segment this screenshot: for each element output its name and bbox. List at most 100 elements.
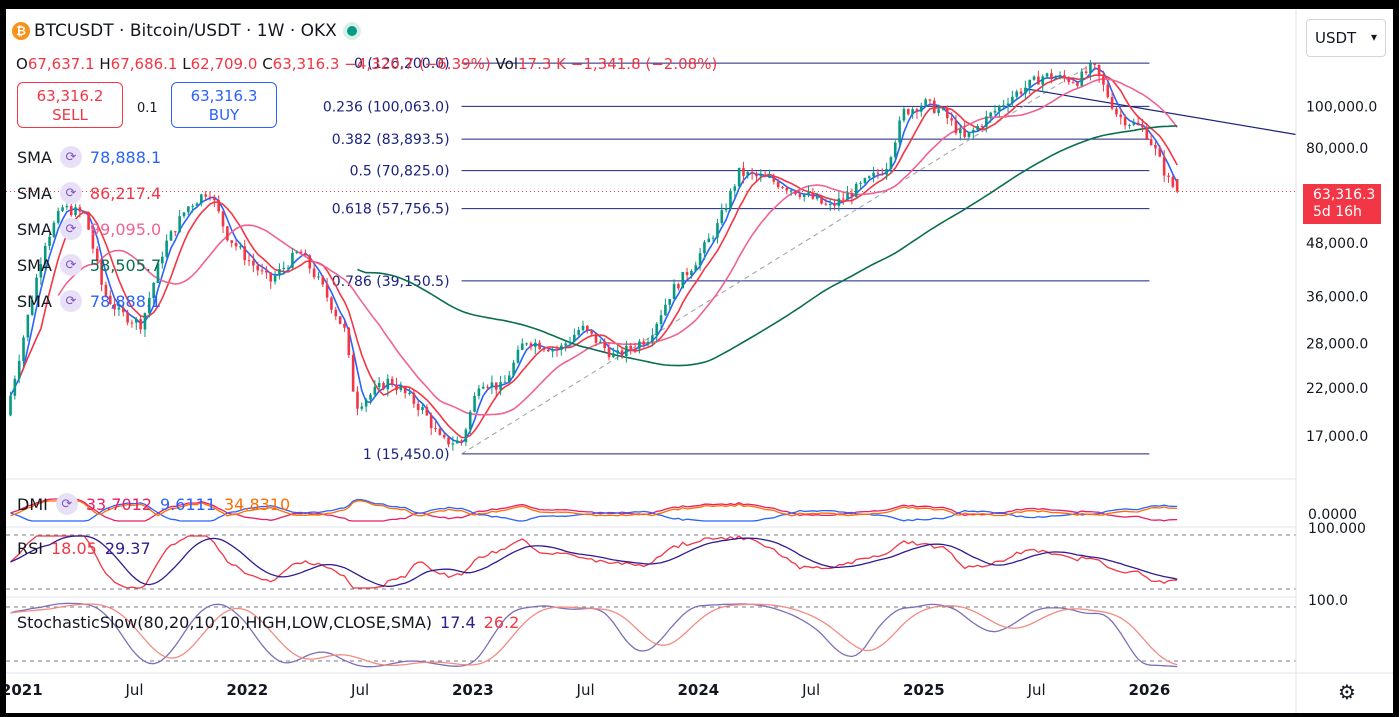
candle-body <box>152 282 155 299</box>
candle-body <box>399 386 403 391</box>
candle-body <box>594 333 598 343</box>
candle-body <box>182 212 186 217</box>
candle-body <box>208 196 212 198</box>
candle-body <box>859 182 862 184</box>
stoch-legend[interactable]: StochasticSlow(80,20,10,10,HIGH,LOW,CLOS… <box>17 613 520 632</box>
x-tick-label: Jul <box>124 681 143 699</box>
current-price-tag: 63,316.3 5d 16h <box>1303 184 1381 224</box>
candle-body <box>403 386 407 394</box>
candle-body <box>902 109 906 121</box>
sma-legend-3[interactable]: SMA ⟳ 99,095.0 <box>17 218 162 240</box>
indicator-settings-icon[interactable]: ⟳ <box>59 146 82 168</box>
candle-body <box>139 319 142 330</box>
candle-body <box>1102 76 1105 85</box>
candle-body <box>1063 75 1066 79</box>
candle-body <box>416 403 420 411</box>
candle-body <box>733 186 737 191</box>
fib-level-label: 0.618 (57,756.5) <box>332 202 450 218</box>
candle-body <box>607 347 611 358</box>
y-tick-label: 22,000.0 <box>1306 381 1368 397</box>
candle-body <box>529 343 533 347</box>
indicator-settings-icon[interactable]: ⟳ <box>59 254 82 276</box>
candle-body <box>334 309 338 317</box>
candle-body <box>963 128 966 137</box>
candle-body <box>546 349 550 352</box>
sma-legend-1[interactable]: SMA ⟳ 78,888.1 <box>17 146 162 168</box>
candle-body <box>1024 87 1027 94</box>
currency-select[interactable]: USDT ▾ <box>1306 19 1386 57</box>
candle-body <box>221 211 225 227</box>
symbol-header[interactable]: ₿ BTCUSDT · Bitcoin/USDT · 1W · OKX <box>12 21 357 41</box>
candle-body <box>343 323 346 328</box>
candle-body <box>178 216 181 233</box>
candle-body <box>217 200 220 212</box>
candle-body <box>967 132 971 137</box>
candle-body <box>820 196 823 204</box>
gear-icon[interactable]: ⚙ <box>1338 680 1356 704</box>
dmi-value-1: 33.7012 <box>85 494 153 514</box>
x-tick-label: 2024 <box>677 681 719 699</box>
candle-body <box>442 434 446 438</box>
candle-body <box>35 277 38 301</box>
candle-body <box>1019 91 1023 94</box>
candle-body <box>382 382 385 390</box>
candle-body <box>872 172 875 177</box>
candle-body <box>659 315 663 324</box>
buy-button[interactable]: 63,316.3 BUY <box>171 82 277 128</box>
indicator-settings-icon[interactable]: ⟳ <box>59 182 82 204</box>
candle-body <box>564 343 567 346</box>
sma-legend-4[interactable]: SMA ⟳ 58,505.7 <box>17 254 162 276</box>
candle-body <box>724 208 728 211</box>
candle-body <box>165 240 168 257</box>
candle-body <box>651 335 654 342</box>
candle-body <box>1071 82 1075 84</box>
candle-body <box>386 378 390 390</box>
candle-body <box>477 388 481 396</box>
candle-body <box>789 190 793 192</box>
candle-body <box>612 353 615 358</box>
sma-legend-2[interactable]: SMA ⟳ 86,217.4 <box>17 182 162 204</box>
candle-body <box>52 222 56 237</box>
sma-line <box>18 74 1178 439</box>
candle-body <box>304 253 307 256</box>
candle-body <box>1050 73 1053 80</box>
sell-button[interactable]: 63,316.2 SELL <box>17 82 123 128</box>
candle-body <box>590 330 593 334</box>
candle-body <box>646 341 650 345</box>
candle-body <box>22 337 25 361</box>
dmi-legend[interactable]: DMI ⟳ 33.7012 9.6111 34.8310 <box>17 493 291 515</box>
candle-body <box>195 203 199 206</box>
candle-body <box>252 260 255 266</box>
candle-body <box>698 253 702 266</box>
x-tick-label: 2026 <box>1129 681 1171 699</box>
rsi-ma-line <box>10 535 1178 588</box>
candle-body <box>239 246 242 248</box>
candle-body <box>121 307 125 313</box>
low-value: 62,709.0 <box>190 55 258 73</box>
candle-body <box>633 348 637 350</box>
rsi-line <box>10 535 1178 589</box>
sma-legend-5[interactable]: SMA ⟳ 78,888.1 <box>17 290 162 312</box>
indicator-settings-icon[interactable]: ⟳ <box>55 493 78 515</box>
buy-label: BUY <box>208 106 240 124</box>
candle-body <box>17 360 21 379</box>
candle-body <box>265 270 268 273</box>
candle-body <box>1076 82 1079 86</box>
indicator-settings-icon[interactable]: ⟳ <box>59 290 82 312</box>
candle-body <box>638 341 641 349</box>
indicator-settings-icon[interactable]: ⟳ <box>59 218 82 240</box>
candle-body <box>473 395 476 412</box>
rsi-legend[interactable]: RSI 18.05 29.37 <box>17 539 151 558</box>
chart-canvas[interactable]: 0 (126,200.0) 0.236 (100,063.0) 0.382 (83,… <box>6 9 1393 713</box>
candle-body <box>720 210 724 224</box>
candle-body <box>1080 71 1084 86</box>
candle-body <box>560 345 563 350</box>
candle-body <box>1145 127 1149 140</box>
candle-body <box>729 190 732 209</box>
candle-body <box>1011 96 1014 104</box>
buy-price: 63,316.3 <box>190 87 258 105</box>
rsi-value-1: 18.05 <box>51 539 97 558</box>
candle-body <box>464 429 468 443</box>
candle-body <box>1067 78 1071 83</box>
candle-body <box>438 428 442 435</box>
